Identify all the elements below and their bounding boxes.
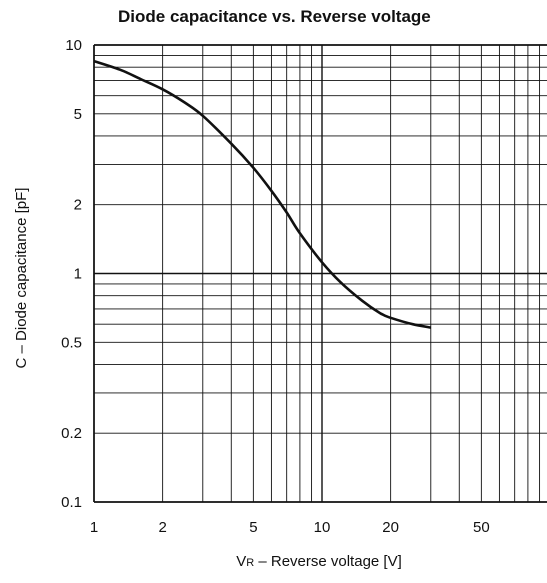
x-tick-label: 50 — [473, 519, 490, 536]
y-tick-label: 0.5 — [61, 334, 82, 351]
x-axis-title-prefix: V — [236, 553, 246, 570]
x-axis-title-text: – Reverse voltage [V] — [254, 553, 402, 570]
y-tick-labels: 0.1 0.2 0.5 1 2 5 10 — [61, 37, 82, 511]
x-tick-label: 20 — [382, 519, 399, 536]
x-tick-label: 10 — [314, 519, 331, 536]
y-tick-label: 0.2 — [61, 425, 82, 442]
y-axis-title: C – Diode capacitance [pF] — [13, 188, 30, 369]
y-tick-label: 5 — [74, 106, 82, 123]
x-axis-title: VR – Reverse voltage [V] — [236, 553, 402, 570]
y-tick-label: 2 — [74, 197, 82, 214]
x-axis-title-subscript: R — [246, 557, 254, 569]
y-tick-label: 1 — [74, 266, 82, 283]
y-tick-label: 0.1 — [61, 494, 82, 511]
x-tick-label: 5 — [249, 519, 257, 536]
chart-title: Diode capacitance vs. Reverse voltage — [118, 7, 431, 26]
y-tick-label: 10 — [65, 37, 82, 54]
capacitance-curve — [93, 59, 432, 329]
x-tick-label: 2 — [158, 519, 166, 536]
grid — [93, 44, 547, 503]
x-tick-labels: 1 2 5 10 20 50 — [90, 519, 490, 536]
x-tick-label: 1 — [90, 519, 98, 536]
